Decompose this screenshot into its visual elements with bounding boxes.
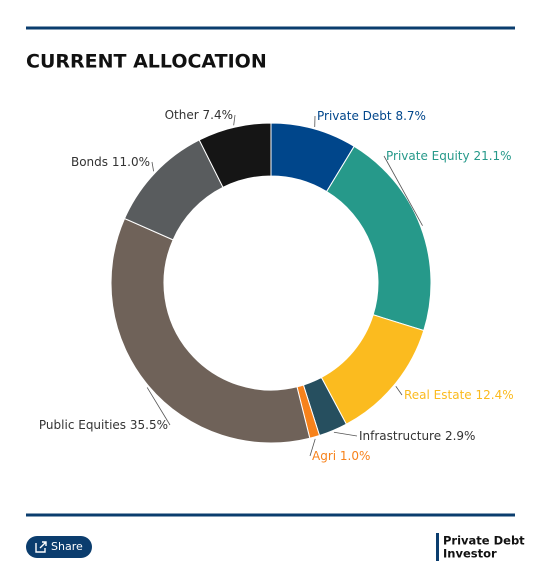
slice-label-value: 11.0% bbox=[112, 155, 150, 169]
slice-label: Bonds 11.0% bbox=[71, 155, 150, 169]
logo-line: Investor bbox=[443, 547, 497, 561]
slice-label: Private Debt 8.7% bbox=[317, 109, 426, 123]
slice-label: Other 7.4% bbox=[165, 108, 233, 122]
logo-bar bbox=[436, 533, 439, 561]
slice-label-value: 2.9% bbox=[445, 429, 476, 443]
slice-label-value: 7.4% bbox=[203, 108, 234, 122]
slice-label: Private Equity 21.1% bbox=[386, 149, 512, 163]
slice-label: Public Equities 35.5% bbox=[39, 418, 168, 432]
slice-label-name: Agri bbox=[312, 449, 336, 463]
slice-label-name: Public Equities bbox=[39, 418, 126, 432]
slice-label-value: 1.0% bbox=[340, 449, 371, 463]
slice bbox=[327, 146, 431, 330]
slice-label-name: Bonds bbox=[71, 155, 108, 169]
slice-label-name: Real Estate bbox=[404, 388, 472, 402]
slice-label-value: 8.7% bbox=[395, 109, 426, 123]
slice-label-name: Private Equity bbox=[386, 149, 470, 163]
slice-label-value: 12.4% bbox=[476, 388, 514, 402]
slice-label-name: Private Debt bbox=[317, 109, 392, 123]
leader-line bbox=[334, 432, 357, 436]
leader-line bbox=[396, 386, 402, 395]
share-button[interactable]: Share bbox=[26, 536, 92, 558]
leader-line bbox=[152, 162, 154, 171]
slice-label: Real Estate 12.4% bbox=[404, 388, 514, 402]
logo-line: Private Debt bbox=[443, 534, 525, 548]
chart-title: CURRENT ALLOCATION bbox=[26, 51, 267, 73]
slice-label-value: 21.1% bbox=[473, 149, 511, 163]
slice-label-name: Infrastructure bbox=[359, 429, 441, 443]
donut: Private Debt 8.7% Private Equity 21.1% Rea… bbox=[39, 108, 514, 463]
slice-label: Agri 1.0% bbox=[312, 449, 370, 463]
share-label[interactable]: Share bbox=[51, 540, 83, 553]
slice-label: Infrastructure 2.9% bbox=[359, 429, 475, 443]
leader-line bbox=[234, 115, 235, 125]
slice-label-name: Other bbox=[165, 108, 199, 122]
slice-label-value: 35.5% bbox=[130, 418, 168, 432]
slice bbox=[111, 219, 310, 443]
